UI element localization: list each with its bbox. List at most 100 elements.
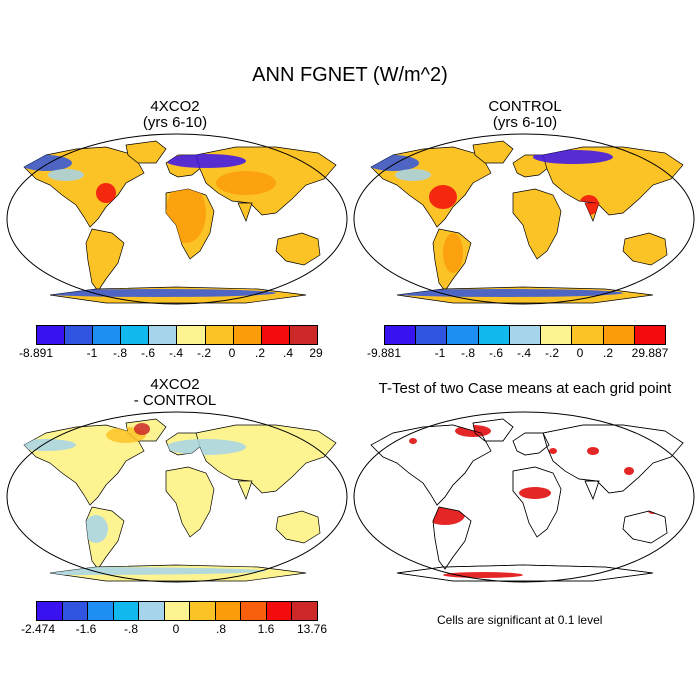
map-border [6, 411, 348, 583]
colorbar-swatch [261, 326, 290, 344]
figure-title: ANN FGNET (W/m^2) [252, 64, 448, 86]
panel-title-line1: 4XCO2 [150, 376, 200, 393]
significant-cell [409, 438, 417, 444]
value-patch [579, 195, 599, 215]
colorbar-swatch [65, 326, 94, 344]
tick-label: 1.6 [257, 622, 275, 636]
tick-label: -.2 [196, 346, 212, 360]
map-control [353, 133, 695, 305]
colorbar-swatch [37, 602, 63, 620]
colorbar-swatch [233, 326, 262, 344]
value-patches [24, 423, 266, 575]
significant-cell [519, 487, 551, 499]
land-india [237, 480, 253, 500]
tick-label: -.4 [516, 346, 532, 360]
map-diff [6, 411, 348, 583]
value-patch [443, 233, 463, 273]
colorbar-swatch [634, 326, 665, 344]
tick-label: .2 [602, 346, 614, 360]
value-patch [166, 154, 246, 168]
land-asia [542, 146, 684, 216]
colorbar-swatch [190, 602, 216, 620]
panel-title-line1: CONTROL [488, 98, 562, 115]
colorbar-swatch [88, 602, 114, 620]
value-patch [24, 439, 76, 451]
colorbar-swatch [37, 326, 66, 344]
significant-cell [587, 447, 599, 455]
coastline-north-america [370, 424, 492, 506]
land-africa [512, 188, 562, 260]
value-patch [216, 171, 276, 195]
tick-label: -.2 [544, 346, 560, 360]
tick-label: 0 [228, 346, 236, 360]
tick-label: 29.887 [631, 346, 669, 360]
colorbar-swatch [572, 326, 604, 344]
tick-label: 0 [576, 346, 584, 360]
tick-label: -.8 [123, 622, 139, 636]
tick-label: 13.76 [296, 622, 328, 636]
map-ttest [353, 411, 695, 583]
colorbar-swatch [266, 602, 293, 620]
land-south-america [85, 228, 125, 292]
colorbar-swatch [164, 602, 191, 620]
colorbar-swatch [139, 602, 165, 620]
colorbar-ticks-4xco2: -8.891 -1 -.8 -.6 -.4 -.2 0 .2 .4 29 [19, 346, 323, 360]
tick-label: -.8 [112, 346, 128, 360]
map-border [353, 133, 695, 305]
colorbar-swatch [241, 602, 267, 620]
map-fill [23, 140, 337, 304]
value-patch [134, 423, 150, 435]
coastline-australia [622, 510, 668, 544]
tick-label: -2.474 [20, 622, 56, 636]
coastline-africa [512, 466, 562, 538]
land-africa [512, 466, 562, 538]
colorbar-swatch [62, 602, 89, 620]
panel-title-4xco2: 4XCO2 (yrs 6-10) [70, 99, 280, 131]
panel-title-line1: T-Test of two Case means at each grid po… [378, 380, 672, 397]
coastline-south-america [432, 506, 472, 570]
tick-label: -1.6 [75, 622, 97, 636]
tick-label: -1 [86, 346, 98, 360]
panel-title-line2: (yrs 6-10) [142, 114, 208, 131]
panel-title-line2: (yrs 6-10) [492, 114, 558, 131]
tick-label: 29 [309, 346, 323, 360]
coastline-antarctica [396, 564, 654, 582]
land-greenland [125, 140, 167, 164]
colorbar-4xco2 [36, 325, 318, 345]
tick-label: .2 [254, 346, 266, 360]
land-asia [195, 424, 337, 494]
tick-label: 0 [172, 622, 180, 636]
colorbar-swatch [292, 602, 318, 620]
colorbar-swatch [541, 326, 573, 344]
colorbar-swatch [289, 326, 317, 344]
colorbar-swatch [478, 326, 510, 344]
land-australia [622, 232, 668, 266]
colorbar-diff [36, 601, 318, 621]
map-border [353, 411, 695, 583]
colorbar-ticks-diff: -2.474 -1.6 -.8 0 .8 1.6 13.76 [21, 622, 327, 636]
map-4xco2 [6, 133, 348, 305]
tick-label: -8.891 [18, 346, 54, 360]
land-australia [275, 232, 321, 266]
value-patch [96, 183, 116, 203]
colorbar-swatch [416, 326, 448, 344]
map-fill [23, 418, 337, 582]
colorbar-swatch [93, 326, 122, 344]
colorbar-swatch [447, 326, 479, 344]
value-patch [48, 169, 84, 181]
significant-cell [549, 448, 557, 454]
land-greenland [472, 140, 514, 164]
tick-label: -.8 [460, 346, 476, 360]
coastline-europe [512, 432, 550, 456]
value-patch [533, 150, 613, 164]
colorbar-swatch [149, 326, 178, 344]
colorbar-ticks-control: -9.881 -1 -.8 -.6 -.4 -.2 0 .2 29.887 [367, 346, 668, 360]
coastline-india [584, 480, 600, 500]
value-patch [429, 185, 457, 209]
coastline-asia [542, 424, 684, 494]
colorbar-control [384, 325, 666, 345]
tick-label: .8 [215, 622, 227, 636]
panel-title-line1: 4XCO2 [150, 98, 200, 115]
value-patch [84, 515, 108, 543]
land-africa [165, 466, 215, 538]
